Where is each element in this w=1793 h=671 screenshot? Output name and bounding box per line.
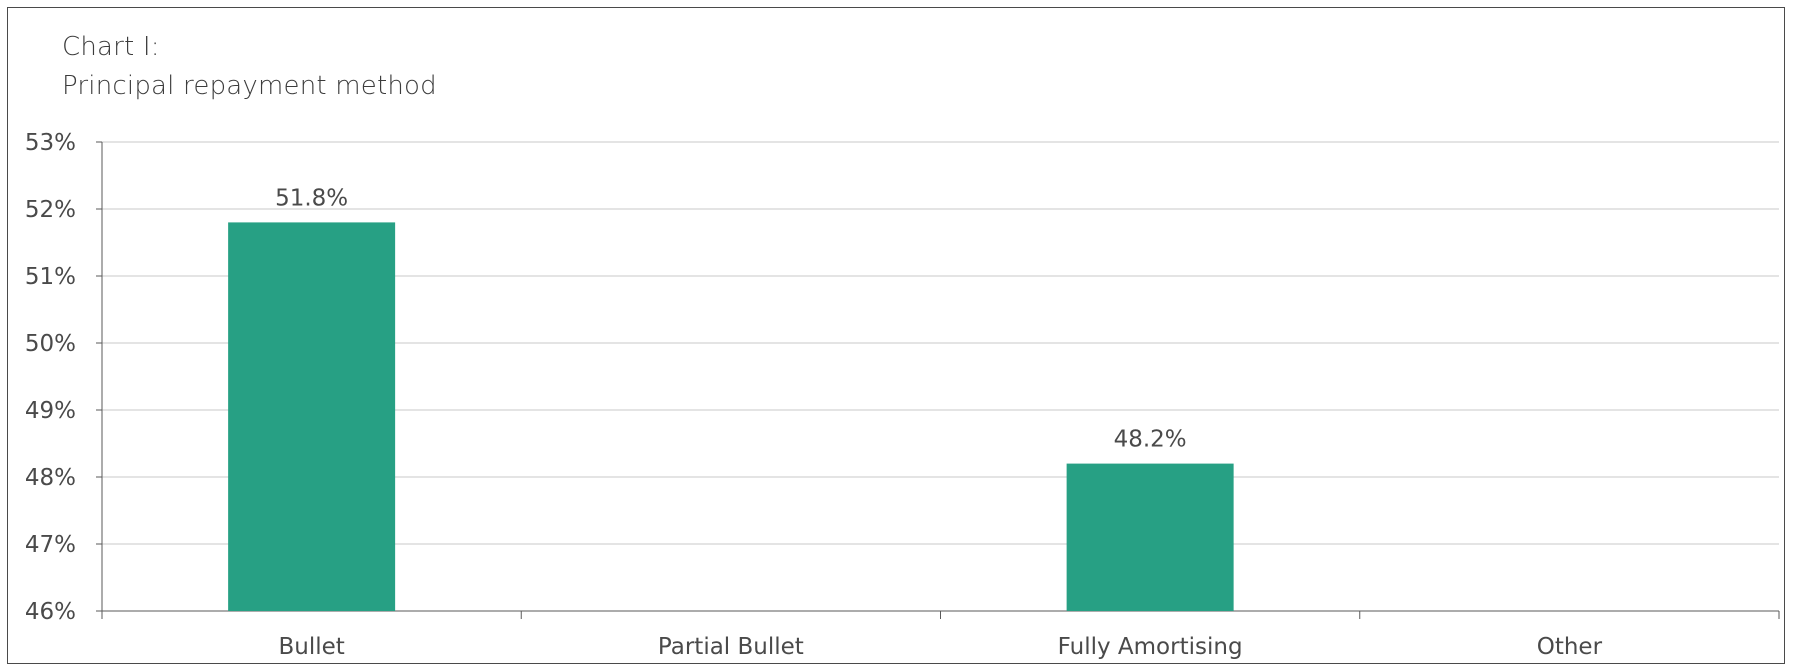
y-tick-label: 49% bbox=[25, 398, 76, 424]
x-tick-label: Other bbox=[1537, 634, 1603, 660]
chart-title-line2: Principal repayment method bbox=[62, 71, 437, 101]
y-tick-label: 51% bbox=[25, 264, 76, 290]
x-tick-label: Fully Amortising bbox=[1058, 634, 1243, 660]
y-tick-label: 47% bbox=[25, 532, 76, 558]
y-tick-label: 46% bbox=[25, 599, 76, 625]
bar-fully-amortising bbox=[1066, 463, 1234, 611]
y-tick-label: 53% bbox=[25, 130, 76, 156]
y-tick-label: 50% bbox=[25, 331, 76, 357]
data-label: 48.2% bbox=[1114, 427, 1187, 453]
y-tick-label: 52% bbox=[25, 197, 76, 223]
chart-title-line1: Chart I: bbox=[62, 32, 160, 62]
y-tick-label: 48% bbox=[25, 465, 76, 491]
data-label: 51.8% bbox=[275, 185, 348, 211]
x-tick-label: Partial Bullet bbox=[658, 634, 804, 660]
bar-bullet bbox=[228, 222, 396, 611]
x-tick-label: Bullet bbox=[278, 634, 344, 660]
